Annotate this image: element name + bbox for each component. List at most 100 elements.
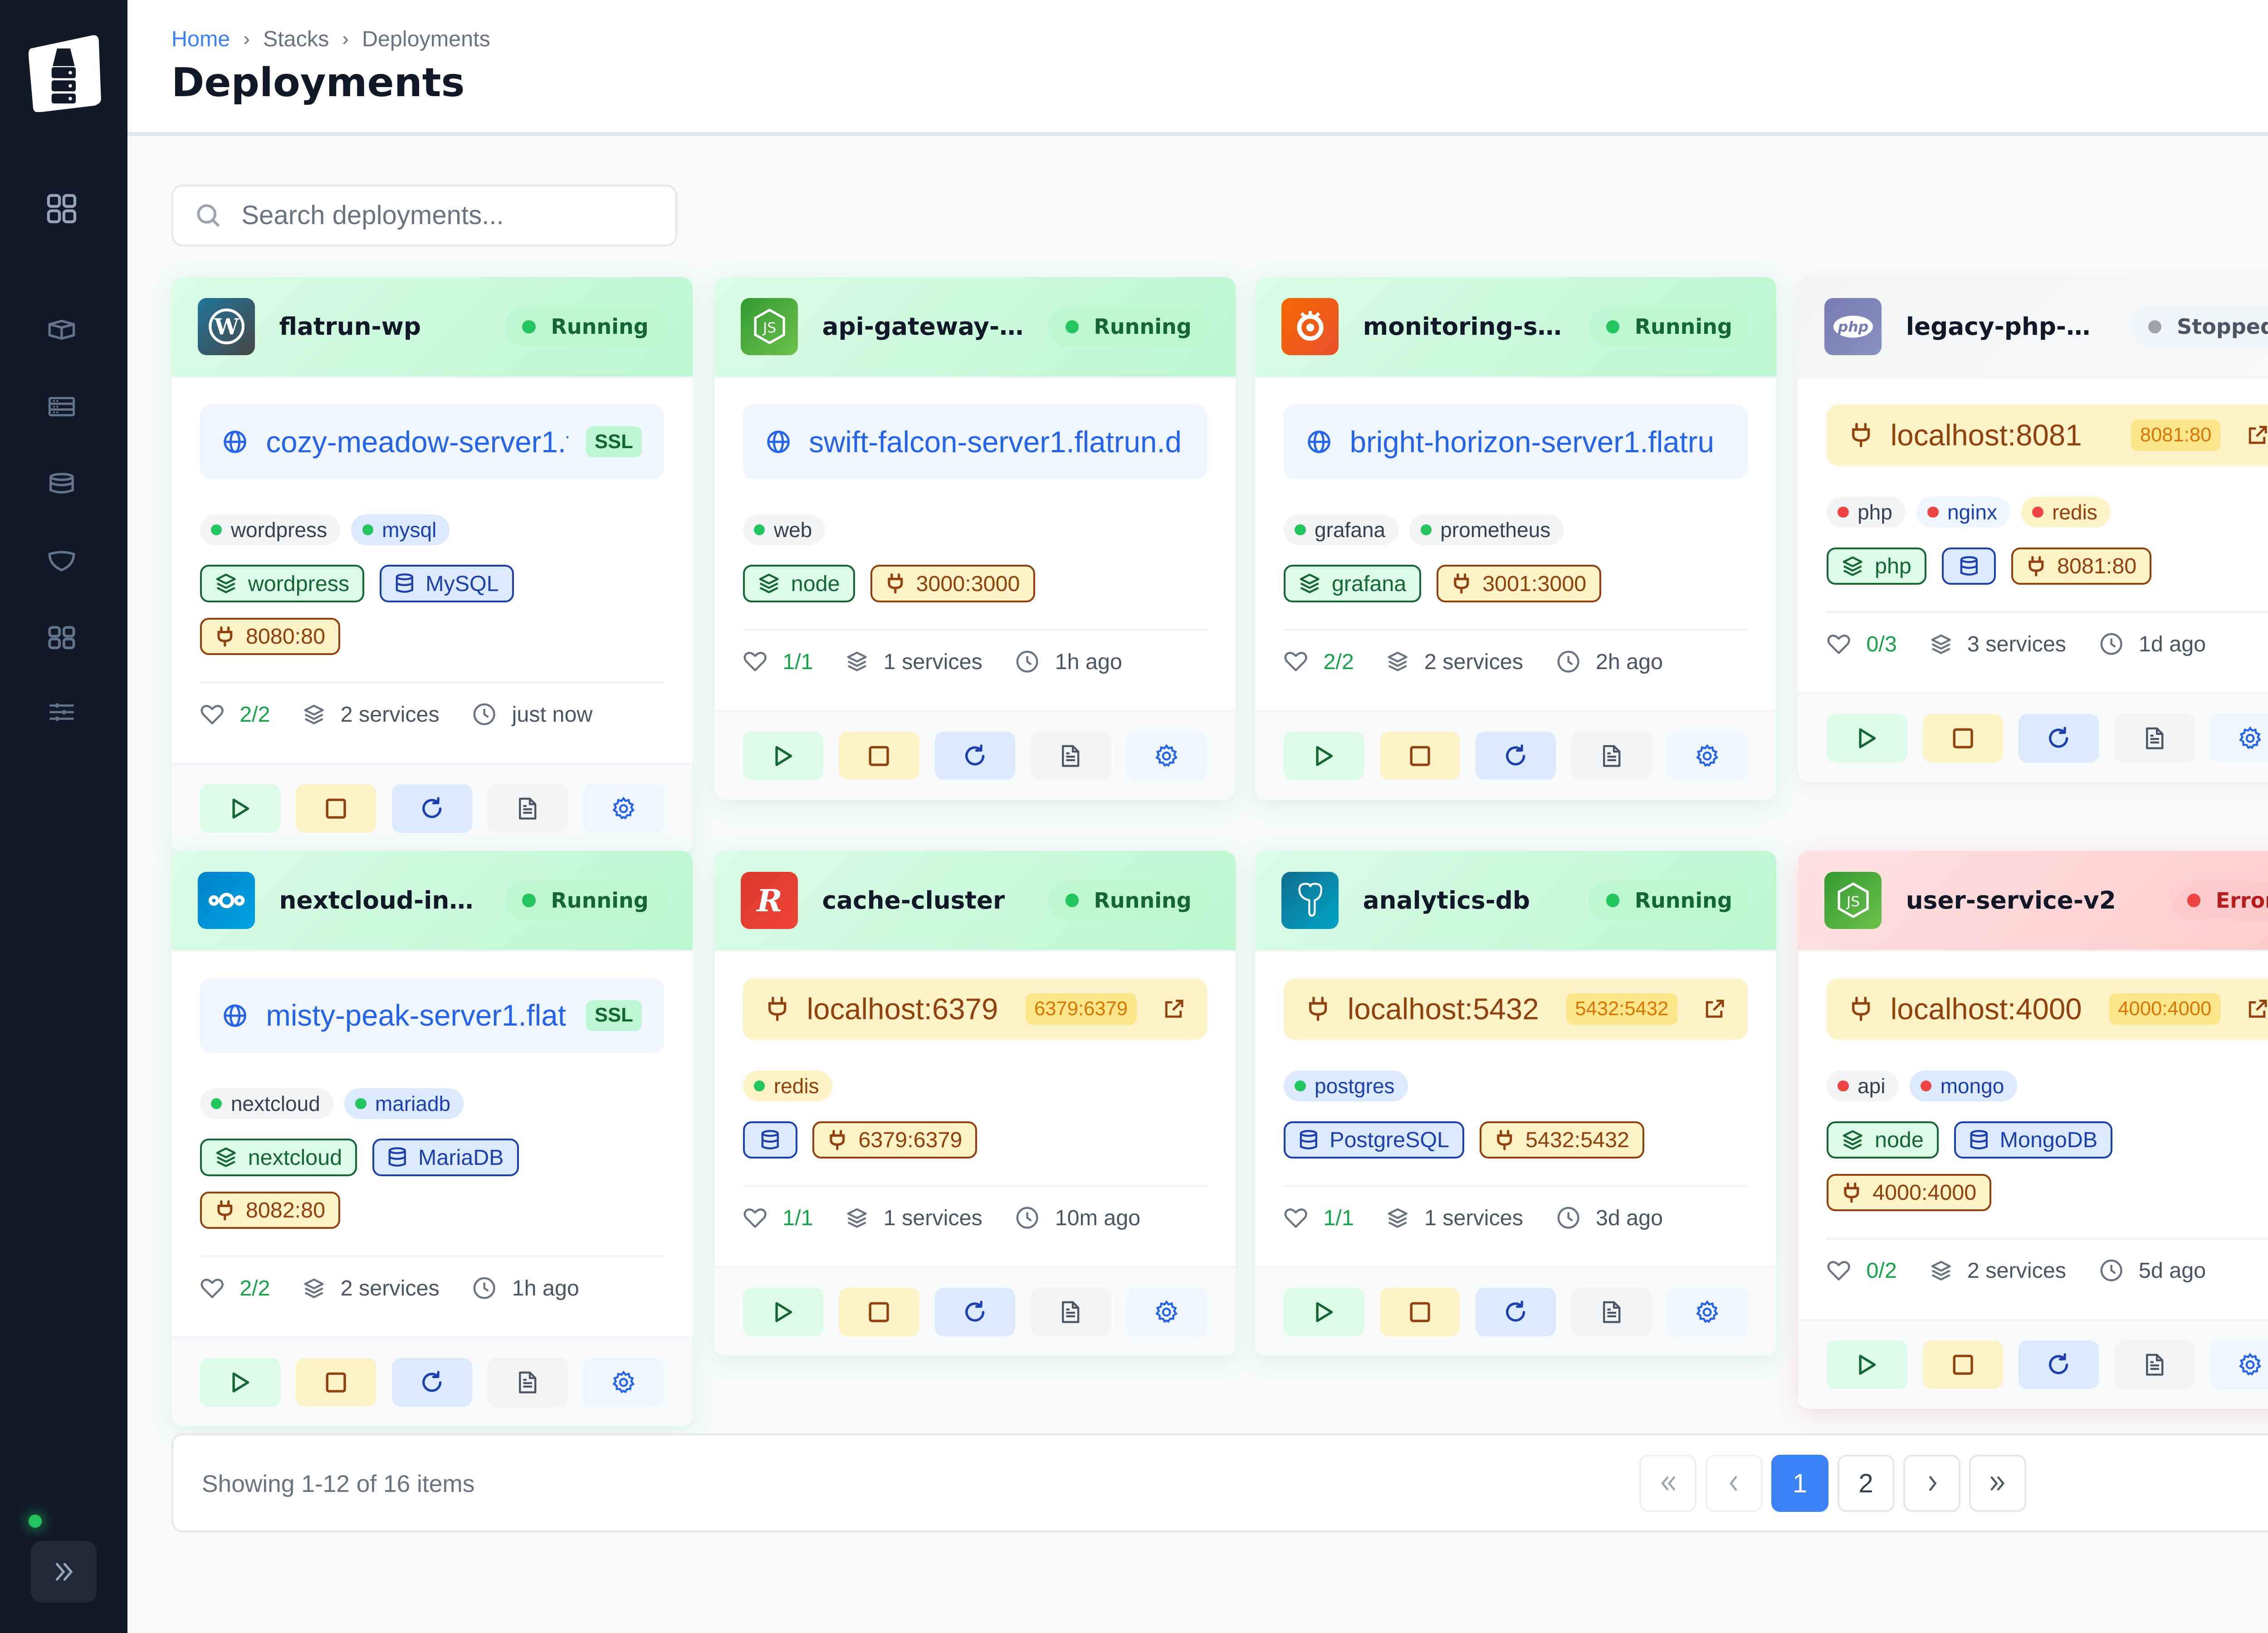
- deployment-card[interactable]: W flatrun-wp Running cozy-meadow-server1…: [171, 277, 693, 853]
- service-chip[interactable]: grafana: [1284, 514, 1399, 545]
- restart-button[interactable]: [934, 731, 1016, 780]
- page-button-2[interactable]: 2: [1837, 1455, 1895, 1512]
- settings-button[interactable]: [1126, 1287, 1207, 1336]
- deployment-name[interactable]: flatrun-wp: [279, 313, 421, 341]
- deployment-name[interactable]: monitoring-stack: [1363, 313, 1564, 341]
- restart-button[interactable]: [934, 1287, 1016, 1336]
- stop-button[interactable]: [1379, 731, 1460, 780]
- stop-button[interactable]: [1379, 1287, 1460, 1336]
- sidebar-item-apps[interactable]: [37, 613, 86, 662]
- deployment-card[interactable]: nextcloud-instan... Running misty-peak-s…: [171, 851, 693, 1427]
- settings-button[interactable]: [1126, 731, 1207, 780]
- stop-button[interactable]: [839, 731, 919, 780]
- breadcrumb-stacks[interactable]: Stacks: [263, 27, 329, 52]
- service-chip[interactable]: nginx: [1916, 497, 2011, 528]
- sidebar-item-servers[interactable]: [37, 382, 86, 431]
- logs-button[interactable]: [2114, 1340, 2195, 1389]
- deployment-card[interactable]: php legacy-php-app Stopped localhost:808…: [1798, 277, 2268, 782]
- external-link-icon[interactable]: [1163, 998, 1185, 1020]
- restart-button[interactable]: [2018, 1340, 2099, 1389]
- next-page-button[interactable]: [1903, 1455, 1960, 1512]
- prev-page-button[interactable]: [1705, 1455, 1763, 1512]
- stop-button[interactable]: [296, 1358, 376, 1407]
- service-chip[interactable]: mongo: [1909, 1071, 2018, 1101]
- deployment-card[interactable]: JS user-service-v2 Error localhost:4000 4…: [1798, 851, 2268, 1409]
- external-link-icon[interactable]: [2247, 998, 2268, 1020]
- deployment-name[interactable]: user-service-v2: [1906, 886, 2116, 914]
- service-chip[interactable]: php: [1827, 497, 1906, 528]
- logs-button[interactable]: [2114, 714, 2195, 763]
- service-chip[interactable]: wordpress: [200, 514, 341, 545]
- logs-button[interactable]: [487, 784, 568, 833]
- first-page-button[interactable]: [1639, 1455, 1697, 1512]
- restart-button[interactable]: [1475, 731, 1556, 780]
- logs-button[interactable]: [1030, 731, 1111, 780]
- start-button[interactable]: [1284, 731, 1364, 780]
- restart-button[interactable]: [1475, 1287, 1556, 1336]
- stop-button[interactable]: [1922, 1340, 2003, 1389]
- settings-button[interactable]: [583, 1358, 664, 1407]
- start-button[interactable]: [200, 1358, 281, 1407]
- settings-button[interactable]: [583, 784, 664, 833]
- page-button-1[interactable]: 1: [1771, 1455, 1829, 1512]
- restart-button[interactable]: [391, 1358, 472, 1407]
- deployment-card[interactable]: monitoring-stack Running bright-horizon-…: [1255, 277, 1776, 800]
- server-stack-logo-icon[interactable]: [26, 33, 101, 112]
- stop-button[interactable]: [1922, 714, 2003, 763]
- deployment-name[interactable]: nextcloud-instan...: [279, 886, 480, 914]
- start-button[interactable]: [1284, 1287, 1364, 1336]
- external-link-icon[interactable]: [2247, 424, 2268, 446]
- deployment-card[interactable]: JS api-gateway-prod Running swift-falcon…: [714, 277, 1236, 800]
- deployment-card[interactable]: analytics-db Running localhost:5432 5432:…: [1255, 851, 1776, 1356]
- domain-link[interactable]: bright-horizon-server1.flatru: [1284, 404, 1748, 479]
- start-button[interactable]: [743, 731, 824, 780]
- deployment-name[interactable]: analytics-db: [1363, 886, 1530, 914]
- settings-button[interactable]: [1667, 1287, 1748, 1336]
- restart-button[interactable]: [2018, 714, 2099, 763]
- local-link[interactable]: localhost:6379 6379:6379: [743, 978, 1207, 1040]
- external-link-icon[interactable]: [1704, 998, 1725, 1020]
- start-button[interactable]: [1827, 1340, 1907, 1389]
- stop-button[interactable]: [296, 784, 376, 833]
- deployment-name[interactable]: cache-cluster: [822, 886, 1005, 914]
- sidebar-item-dashboard[interactable]: [37, 185, 86, 233]
- settings-button[interactable]: [2210, 714, 2268, 763]
- service-chip[interactable]: mariadb: [344, 1088, 464, 1119]
- service-chip[interactable]: nextcloud: [200, 1088, 333, 1119]
- search-box[interactable]: [171, 185, 677, 246]
- last-page-button[interactable]: [1969, 1455, 2027, 1512]
- service-chip[interactable]: prometheus: [1409, 514, 1564, 545]
- sidebar-item-databases[interactable]: [37, 460, 86, 508]
- deployment-name[interactable]: api-gateway-prod: [822, 313, 1023, 341]
- service-chip[interactable]: postgres: [1284, 1071, 1408, 1101]
- deployment-card[interactable]: R cache-cluster Running localhost:6379 63…: [714, 851, 1236, 1356]
- settings-button[interactable]: [2210, 1340, 2268, 1389]
- local-link[interactable]: localhost:4000 4000:4000: [1827, 978, 2268, 1040]
- start-button[interactable]: [743, 1287, 824, 1336]
- domain-link[interactable]: misty-peak-server1.flat SSL: [200, 978, 664, 1053]
- logs-button[interactable]: [1571, 731, 1652, 780]
- start-button[interactable]: [200, 784, 281, 833]
- restart-button[interactable]: [391, 784, 472, 833]
- search-input[interactable]: [241, 200, 637, 231]
- stop-button[interactable]: [839, 1287, 919, 1336]
- logs-button[interactable]: [1571, 1287, 1652, 1336]
- breadcrumb-home[interactable]: Home: [171, 27, 230, 52]
- domain-link[interactable]: cozy-meadow-server1.f SSL: [200, 404, 664, 479]
- service-chip[interactable]: mysql: [351, 514, 450, 545]
- domain-link[interactable]: swift-falcon-server1.flatrun.d: [743, 404, 1207, 479]
- logs-button[interactable]: [487, 1358, 568, 1407]
- sidebar-item-settings[interactable]: [37, 688, 86, 737]
- service-chip[interactable]: api: [1827, 1071, 1899, 1101]
- settings-button[interactable]: [1667, 731, 1748, 780]
- start-button[interactable]: [1827, 714, 1907, 763]
- deployment-name[interactable]: legacy-php-app: [1906, 313, 2107, 341]
- local-link[interactable]: localhost:5432 5432:5432: [1284, 978, 1748, 1040]
- service-chip[interactable]: web: [743, 514, 826, 545]
- logs-button[interactable]: [1030, 1287, 1111, 1336]
- sidebar-item-security[interactable]: [37, 536, 86, 585]
- sidebar-item-deployments[interactable]: [37, 306, 86, 354]
- service-chip[interactable]: redis: [2021, 497, 2111, 528]
- local-link[interactable]: localhost:8081 8081:80: [1827, 404, 2268, 466]
- service-chip[interactable]: redis: [743, 1071, 832, 1101]
